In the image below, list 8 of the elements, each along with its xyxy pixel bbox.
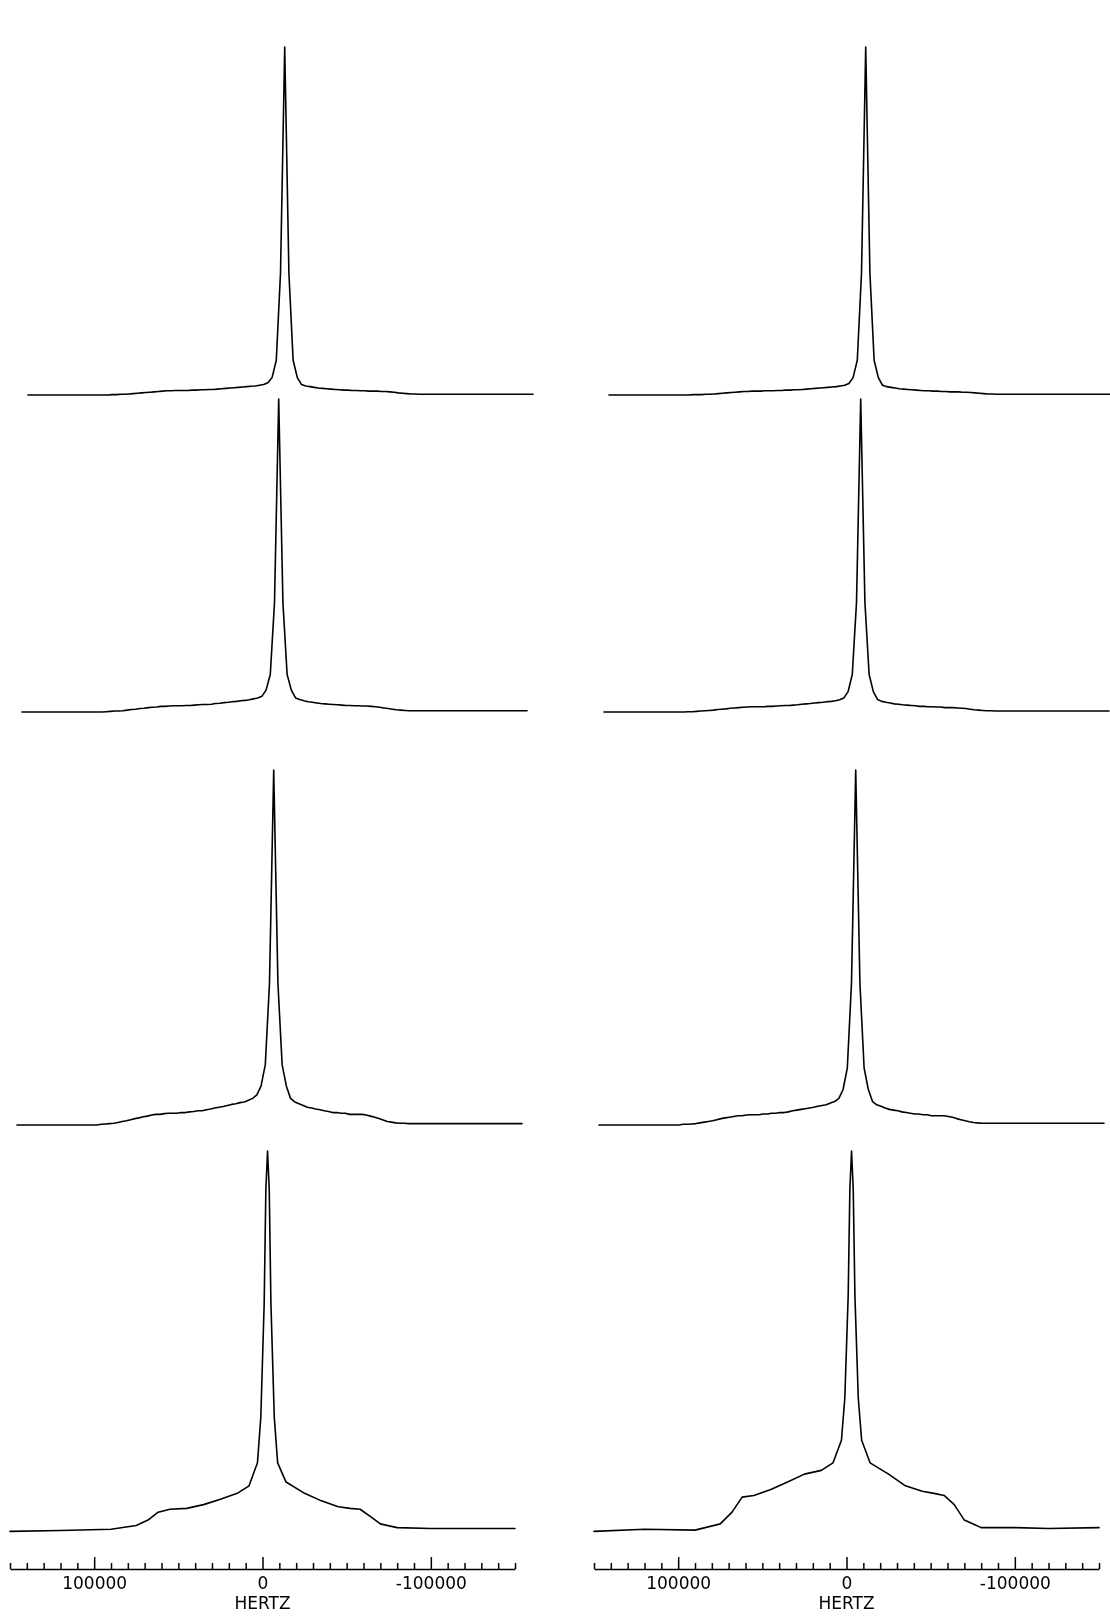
x-tick-label: 100000 [62, 1573, 128, 1593]
x-tick-label: -100000 [395, 1573, 467, 1593]
x-tick-label: 100000 [646, 1573, 712, 1593]
x-axis-title: HERTZ [818, 1593, 875, 1613]
x-tick-label: -100000 [979, 1573, 1051, 1593]
x-tick-label: 0 [841, 1573, 853, 1593]
x-axis-title: HERTZ [234, 1593, 291, 1613]
x-tick-label: 0 [257, 1573, 269, 1593]
